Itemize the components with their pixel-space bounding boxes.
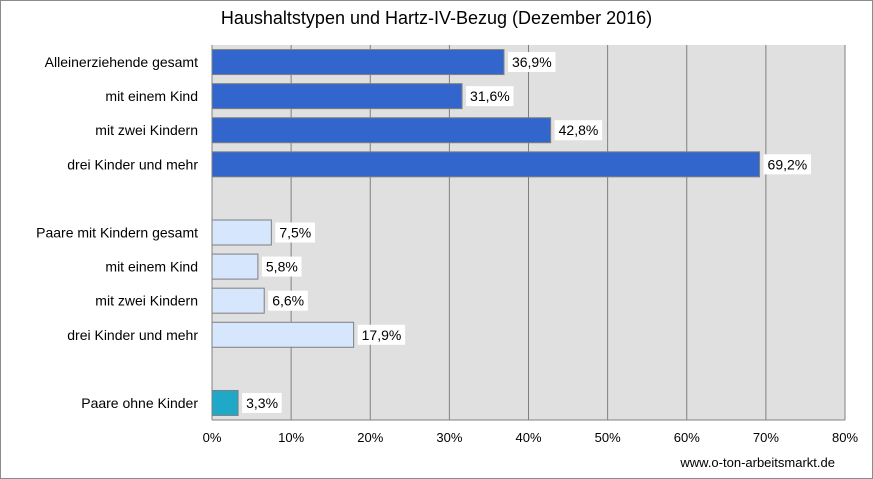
data-label: 6,6% [272, 293, 304, 309]
data-label: 42,8% [559, 122, 599, 138]
data-label: 3,3% [246, 395, 278, 411]
x-tick-label: 60% [674, 430, 700, 445]
data-label: 5,8% [266, 259, 298, 275]
x-tick-label: 20% [357, 430, 383, 445]
bar [211, 151, 761, 178]
data-label: 7,5% [279, 225, 311, 241]
x-tick-label: 0% [203, 430, 222, 445]
category-label: drei Kinder und mehr [67, 327, 198, 343]
data-label-box [763, 154, 812, 175]
data-label-box [466, 86, 514, 107]
bar [211, 321, 355, 348]
bar [211, 389, 239, 416]
category-label: Alleinerziehende gesamt [45, 54, 198, 70]
category-label: Paare mit Kindern gesamt [36, 225, 198, 241]
category-label: Paare ohne Kinder [81, 395, 198, 411]
category-label: mit einem Kind [105, 259, 198, 275]
chart-title: Haushaltstypen und Hartz-IV-Bezug (Dezem… [220, 8, 653, 28]
bar [211, 117, 552, 144]
category-label: mit zwei Kindern [95, 122, 198, 138]
bar [211, 287, 265, 314]
category-label: mit einem Kind [105, 88, 198, 104]
data-label: 31,6% [470, 88, 510, 104]
bar [211, 253, 259, 280]
data-label-box [357, 324, 406, 345]
data-label-box [507, 52, 556, 73]
data-label-box [554, 120, 603, 141]
bar [211, 83, 463, 110]
data-label: 17,9% [362, 327, 402, 343]
data-label: 36,9% [512, 54, 552, 70]
x-tick-label: 30% [436, 430, 462, 445]
data-label-box [275, 222, 315, 243]
x-tick-label: 50% [595, 430, 621, 445]
source-label: www.o-ton-arbeitsmarkt.de [680, 455, 835, 470]
x-tick-label: 10% [278, 430, 304, 445]
data-label-box [268, 290, 308, 311]
data-label-box [261, 256, 302, 277]
bar [211, 219, 272, 246]
category-label: drei Kinder und mehr [67, 156, 198, 172]
data-label-box [242, 392, 282, 413]
x-tick-label: 70% [753, 430, 779, 445]
x-tick-label: 80% [832, 430, 858, 445]
bar [211, 49, 505, 76]
data-label: 69,2% [768, 156, 808, 172]
category-label: mit zwei Kindern [95, 293, 198, 309]
x-tick-label: 40% [515, 430, 541, 445]
